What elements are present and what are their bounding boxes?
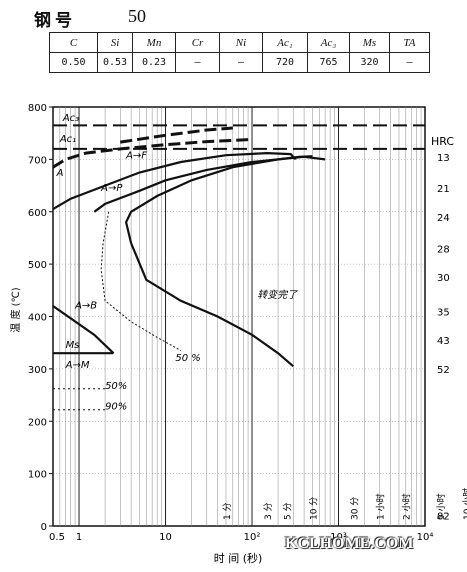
series-transformation-end: [124, 155, 326, 244]
hrc-value: 30: [437, 273, 450, 284]
x-tick-label: 10³: [330, 532, 347, 543]
value-ta: —: [389, 52, 430, 73]
hrc-value: 21: [437, 184, 450, 195]
y-axis-title: 温 度 (℃): [9, 287, 22, 332]
y-tick-label: 700: [28, 155, 47, 166]
curve-annotation: 90%: [105, 402, 127, 413]
hrc-value: 28: [437, 244, 450, 255]
series-a-b: [52, 305, 115, 354]
series-a-p: [93, 155, 313, 213]
curve-annotation: A→B: [74, 301, 97, 312]
series-50-: [100, 211, 182, 351]
curve-annotation: Ms: [66, 340, 80, 351]
y-tick-label: 400: [28, 313, 47, 324]
time-marker-label: 3 分: [263, 502, 274, 520]
y-tick-label: 200: [28, 417, 47, 428]
x-axis-title: 时 间 (秒): [214, 551, 263, 565]
curve-annotation: A→M: [65, 360, 90, 371]
curve-annotation: Ac₃: [62, 113, 79, 124]
composition-value-row: 0.50 0.53 0.23 — — 720 765 320 —: [49, 52, 430, 73]
value-mn: 0.23: [132, 52, 176, 73]
time-marker-label: 2 小时: [401, 493, 413, 520]
series-transformation-start: [52, 151, 297, 211]
y-tick-label: 300: [28, 365, 47, 376]
time-marker-label: 5 小时: [435, 493, 447, 520]
time-marker-label: 10 分: [308, 497, 319, 520]
x-tick-label: 10²: [244, 532, 261, 543]
hrc-value: 13: [437, 153, 450, 164]
curve-annotation: Ac₁: [59, 134, 76, 145]
curve-annotation: 50 %: [175, 353, 200, 364]
hrc-value: 43: [437, 336, 450, 347]
curve-annotation: 转变完了: [257, 289, 298, 301]
watermark: KCLHOME.COM: [285, 535, 414, 552]
x-tick-label: 1: [76, 532, 82, 543]
y-tick-label: 600: [28, 208, 47, 219]
series-ac3-start: [120, 126, 233, 144]
x-tick-label: 10: [159, 532, 172, 543]
hrc-title: HRC: [431, 135, 454, 148]
series-a-f: [52, 138, 253, 169]
time-marker-label: 1 小时: [375, 493, 387, 520]
header-mn: Mn: [132, 32, 176, 53]
hrc-value: 24: [437, 213, 450, 224]
hrc-value: 52: [437, 365, 450, 376]
curve-annotation: A→F: [125, 150, 147, 161]
composition-table: C Si Mn Cr Ni Ac₁ Ac₃ Ms TA 0.50 0.53 0.…: [49, 32, 430, 73]
time-marker-label: 10 小时: [461, 488, 467, 520]
time-marker-label: 5 分: [282, 502, 293, 520]
curve-annotation: A: [56, 168, 64, 179]
hrc-value: 82: [437, 512, 450, 523]
series-transformation-end-lower: [130, 242, 295, 368]
y-tick-label: 0: [41, 522, 47, 533]
curve-annotation: A→P: [100, 183, 123, 194]
composition-header-row: C Si Mn Cr Ni Ac₁ Ac₃ Ms TA: [49, 32, 430, 53]
y-tick-label: 500: [28, 260, 47, 271]
y-tick-label: 100: [28, 470, 47, 481]
steel-grade-value: 50: [128, 6, 146, 26]
hrc-value: 35: [437, 307, 450, 318]
time-marker-label: 30 分: [350, 497, 361, 520]
x-tick-label: 0.5: [49, 532, 65, 543]
header-ta: TA: [389, 32, 430, 53]
x-tick-label: 10⁴: [417, 532, 434, 543]
curve-annotation: 50%: [105, 381, 127, 392]
y-tick-label: 800: [28, 103, 47, 114]
value-c: 0.50: [49, 52, 98, 73]
time-marker-label: 1 分: [222, 502, 233, 520]
steel-grade-label: 钢号: [34, 11, 76, 31]
